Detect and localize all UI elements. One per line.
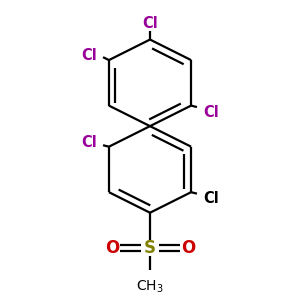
Text: Cl: Cl: [142, 16, 158, 31]
Text: CH$_3$: CH$_3$: [136, 279, 164, 295]
Text: Cl: Cl: [81, 48, 97, 63]
Text: O: O: [181, 239, 195, 257]
Text: Cl: Cl: [203, 190, 219, 206]
Text: Cl: Cl: [203, 105, 219, 120]
Text: Cl: Cl: [81, 135, 97, 150]
Text: S: S: [144, 239, 156, 257]
Text: O: O: [105, 239, 119, 257]
